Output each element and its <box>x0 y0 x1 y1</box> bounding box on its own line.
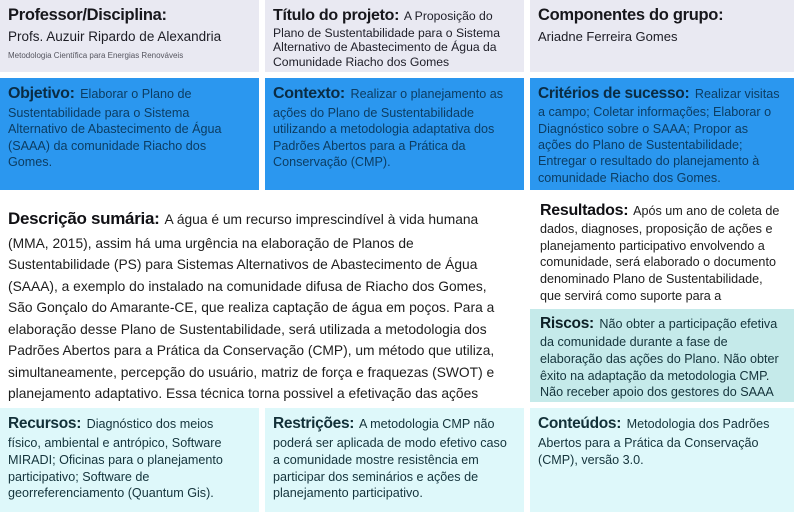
cell-professor: Professor/Disciplina: Profs. Auzuir Ripa… <box>0 0 259 72</box>
cell-descricao-sumaria: Descrição sumária: A água é um recurso i… <box>0 196 524 402</box>
criterios-text: Realizar visitas a campo; Coletar inform… <box>538 87 780 185</box>
recursos-text: Diagnóstico dos meios físico, ambiental … <box>8 417 223 501</box>
cell-riscos: Riscos: Não obter a participação efetiva… <box>530 309 794 402</box>
riscos-label: Riscos: <box>540 315 594 332</box>
discipline-subtitle: Metodologia Científica para Energias Ren… <box>8 51 184 60</box>
restricoes-label: Restrições: <box>273 415 355 432</box>
professor-label: Professor/Disciplina: <box>8 6 167 24</box>
contexto-label: Contexto: <box>273 85 345 102</box>
conteudos-label: Conteúdos: <box>538 415 622 432</box>
objetivo-label: Objetivo: <box>8 85 75 102</box>
right-column-stack: Resultados: Após um ano de coleta de dad… <box>530 196 794 402</box>
cell-objetivo: Objetivo: Elaborar o Plano de Sustentabi… <box>0 78 259 190</box>
cell-conteudos: Conteúdos: Metodologia dos Padrões Abert… <box>530 408 794 512</box>
professor-name: Profs. Auzuir Ripardo de Alexandria <box>8 29 222 44</box>
cell-componentes: Componentes do grupo: Ariadne Ferreira G… <box>530 0 794 72</box>
conteudos-text: Metodologia dos Padrões Abertos para a P… <box>538 417 770 467</box>
cell-recursos: Recursos: Diagnóstico dos meios físico, … <box>0 408 259 512</box>
cell-titulo-projeto: Título do projeto: A Proposição do Plano… <box>265 0 524 72</box>
recursos-label: Recursos: <box>8 415 82 432</box>
cell-resultados: Resultados: Após um ano de coleta de dad… <box>530 196 794 304</box>
cell-contexto: Contexto: Realizar o planejamento as açõ… <box>265 78 524 190</box>
descricao-text: A água é um recurso imprescindível à vid… <box>8 212 495 402</box>
resultados-label: Resultados: <box>540 202 629 219</box>
riscos-text: Não obter a participação efetiva da comu… <box>540 317 779 402</box>
titulo-text: A Proposição do Plano de Sustentabilidad… <box>273 9 500 70</box>
cell-restricoes: Restrições: A metodologia CMP não poderá… <box>265 408 524 512</box>
cell-criterios-sucesso: Critérios de sucesso: Realizar visitas a… <box>530 78 794 190</box>
contexto-text: Realizar o planejamento as ações do Plan… <box>273 87 504 169</box>
restricoes-text: A metodologia CMP não poderá ser aplicad… <box>273 417 507 501</box>
componentes-label: Componentes do grupo: <box>538 6 724 24</box>
descricao-label: Descrição sumária: <box>8 209 160 228</box>
objetivo-text: Elaborar o Plano de Sustentabilidade par… <box>8 87 222 169</box>
titulo-label: Título do projeto: <box>273 7 400 24</box>
componentes-text: Ariadne Ferreira Gomes <box>538 29 678 44</box>
criterios-label: Critérios de sucesso: <box>538 85 690 102</box>
resultados-text: Após um ano de coleta de dados, diagnose… <box>540 204 780 303</box>
